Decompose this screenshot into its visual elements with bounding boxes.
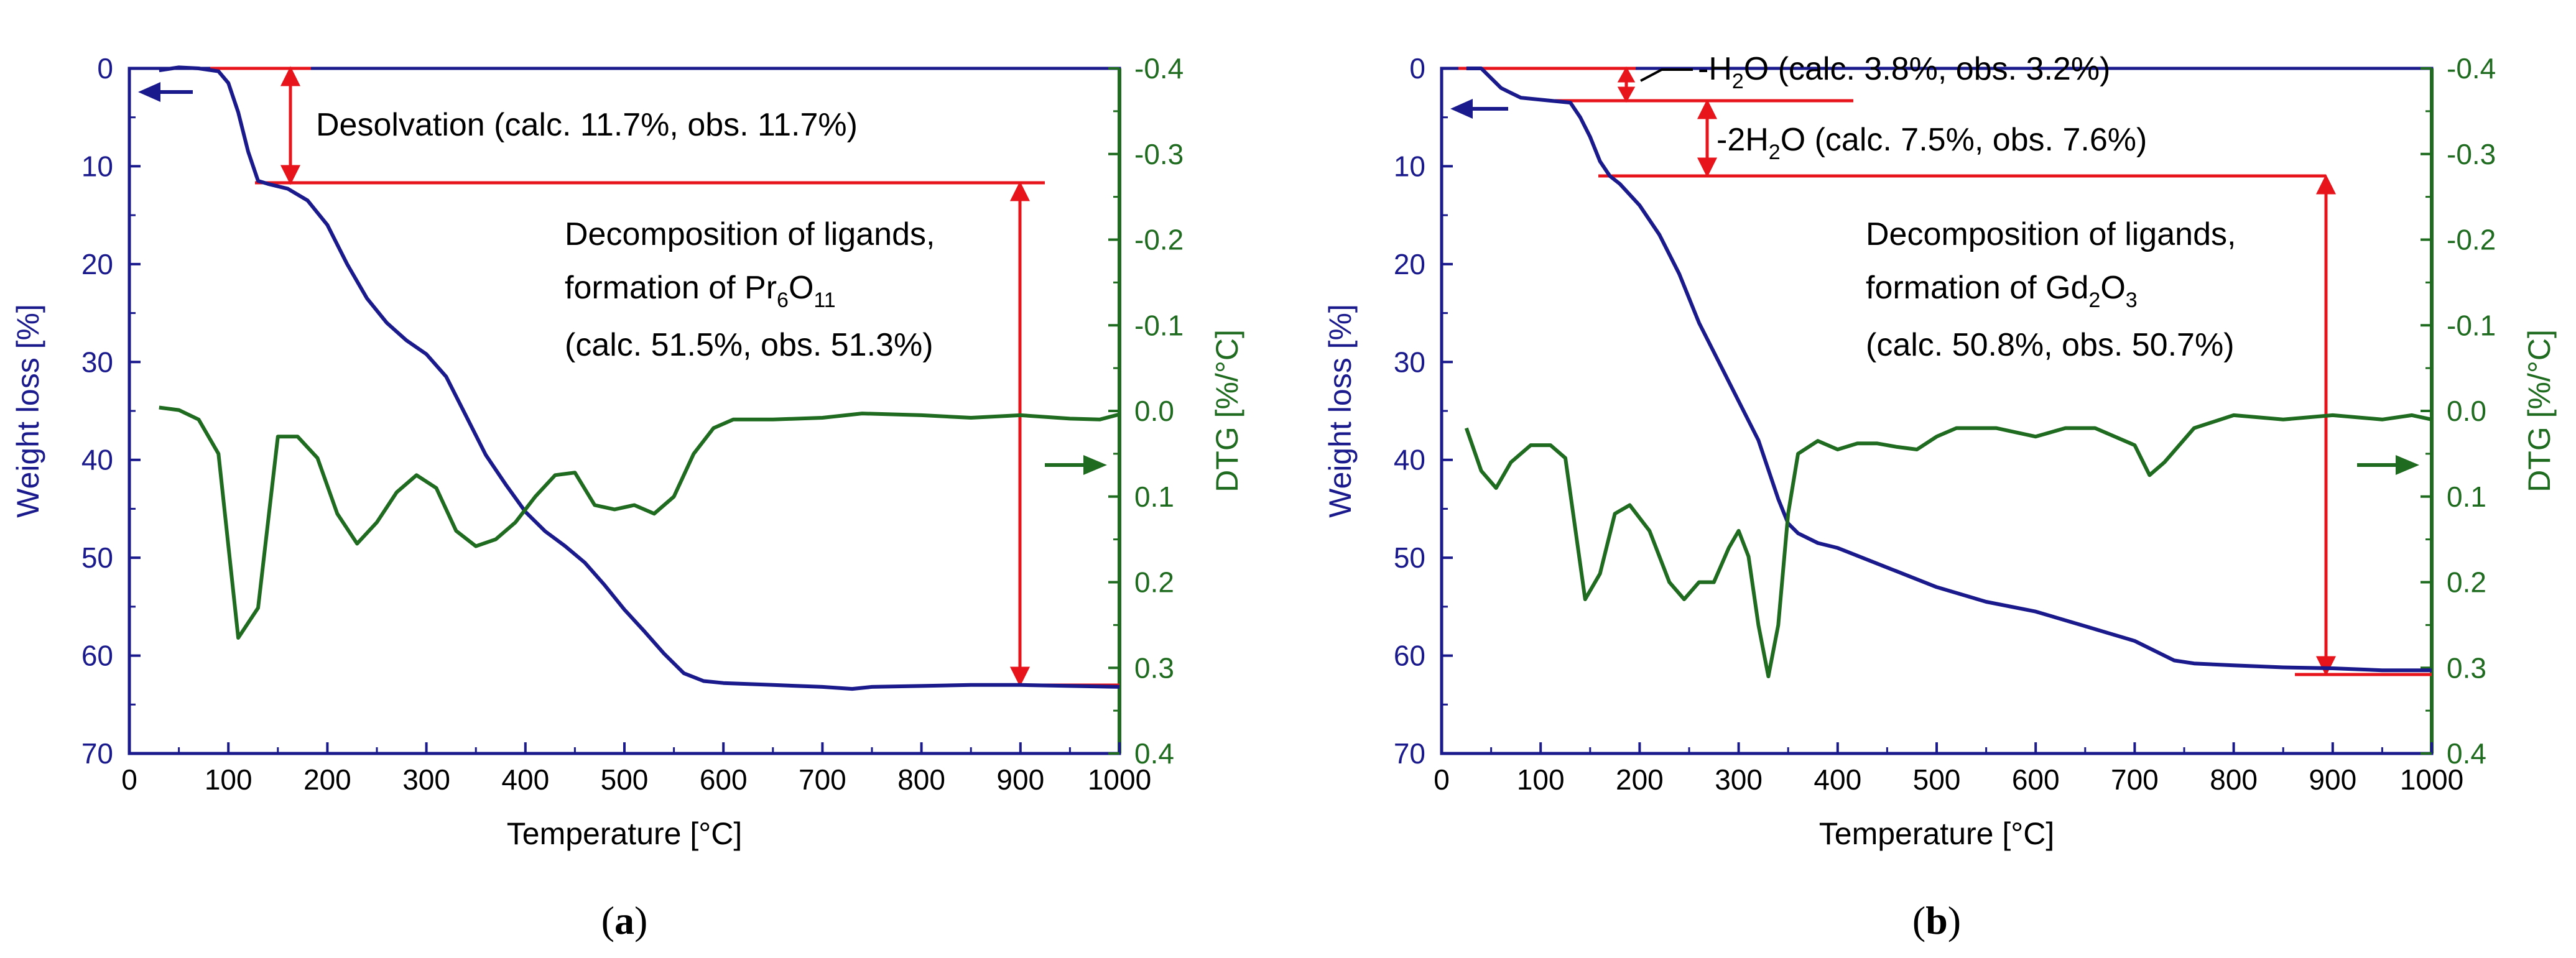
annotation-desolvation-a: Desolvation (calc. 11.7%, obs. 11.7%) — [316, 107, 858, 143]
tg-curve-b — [1466, 67, 2432, 673]
plot-frame-b — [1440, 67, 2434, 755]
y-left-tick-label: 70 — [81, 737, 113, 770]
annotation-2h2o-b: -2H2O (calc. 7.5%, obs. 7.6%) — [1717, 122, 2147, 164]
x-tick-label: 200 — [1616, 763, 1664, 796]
annotation-decomposition-line3-a: (calc. 51.5%, obs. 51.3%) — [565, 327, 934, 363]
y-left-tick-label: 10 — [81, 150, 113, 182]
y-right-tick-label: 0.3 — [1134, 652, 1174, 684]
y-left-tick-label: 30 — [1394, 346, 1425, 378]
panel-label-a: (a) — [601, 898, 648, 942]
y-right-ticks-b: -0.4 -0.3 -0.2 -0.1 0.0 0.1 0.2 0.3 0.4 — [2421, 52, 2496, 770]
y-right-axis-title-a: DTG [%/°C] — [1210, 329, 1244, 492]
x-ticks-b: 0 100 200 300 400 500 600 700 800 900 1000 — [1434, 742, 2463, 796]
annotation-decomposition-line2-a: formation of Pr6O11 — [565, 270, 836, 312]
x-tick-label: 600 — [700, 763, 748, 796]
y-right-tick-label: -0.1 — [1134, 309, 1184, 341]
x-ticks-a: 0 100 200 300 400 500 600 700 800 900 1000 — [121, 742, 1151, 796]
x-tick-label: 900 — [2309, 763, 2356, 796]
dtg-axis-arrow-a — [1045, 455, 1107, 475]
y-left-tick-label: 20 — [1394, 248, 1425, 280]
x-tick-label: 600 — [2012, 763, 2060, 796]
x-tick-label: 100 — [1517, 763, 1565, 796]
annotation-decomposition-line2-b: formation of Gd2O3 — [1866, 270, 2138, 312]
x-tick-label: 1000 — [1088, 763, 1151, 796]
x-tick-label: 500 — [1913, 763, 1961, 796]
y-right-tick-label: 0.3 — [2447, 652, 2486, 684]
x-tick-label: 800 — [897, 763, 945, 796]
annotation-decomposition-line1-a: Decomposition of ligands, — [565, 216, 935, 252]
y-left-tick-label: 60 — [1394, 640, 1425, 672]
annotation-lines-a — [210, 66, 1119, 687]
y-right-tick-label: -0.1 — [2447, 309, 2496, 341]
y-right-ticks-a: -0.4 -0.3 -0.2 -0.1 0.0 0.1 0.2 0.3 0.4 — [1108, 52, 1184, 770]
x-tick-label: 1000 — [2400, 763, 2463, 796]
y-right-tick-label: 0.1 — [1134, 481, 1174, 513]
y-left-ticks-a: 0 10 20 30 40 50 60 70 — [81, 52, 141, 770]
y-left-tick-label: 30 — [81, 346, 113, 378]
y-right-tick-label: 0.2 — [2447, 566, 2486, 599]
dtg-axis-arrow-b — [2357, 455, 2419, 475]
panel-label-b: (b) — [1912, 898, 1961, 942]
panel-a: 0 100 200 300 400 500 600 700 800 900 1000 0 10 20 30… — [11, 52, 1244, 942]
x-tick-label: 700 — [799, 763, 846, 796]
x-tick-label: 300 — [402, 763, 450, 796]
annotation-lines-b — [1458, 66, 2432, 676]
y-right-tick-label: 0.0 — [1134, 395, 1174, 427]
y-right-tick-label: -0.4 — [2447, 52, 2496, 85]
dtg-curve-a — [159, 405, 1120, 640]
tg-axis-arrow-b — [1450, 99, 1508, 119]
tg-curve-a — [159, 65, 1120, 691]
y-left-tick-label: 40 — [1394, 444, 1425, 476]
x-tick-label: 400 — [501, 763, 549, 796]
x-axis-title-a: Temperature [°C] — [507, 816, 742, 851]
x-tick-label: 300 — [1715, 763, 1763, 796]
plot-frame-a — [127, 67, 1121, 755]
y-right-tick-label: 0.4 — [2447, 737, 2486, 770]
y-right-axis-title-b: DTG [%/°C] — [2522, 329, 2557, 492]
leader-line-h2o-b — [1640, 68, 1693, 82]
annotation-h2o-b: -H2O (calc. 3.8%, obs. 3.2%) — [1698, 51, 2110, 93]
y-right-tick-label: 0.2 — [1134, 566, 1174, 599]
y-left-tick-label: 20 — [81, 248, 113, 280]
x-tick-label: 0 — [121, 763, 137, 796]
tg-axis-arrow-a — [138, 82, 193, 102]
y-left-tick-label: 0 — [97, 52, 113, 85]
y-left-tick-label: 50 — [1394, 541, 1425, 574]
x-tick-label: 500 — [601, 763, 649, 796]
y-right-tick-label: -0.2 — [2447, 224, 2496, 256]
y-left-tick-label: 0 — [1409, 52, 1425, 85]
x-tick-label: 700 — [2111, 763, 2159, 796]
y-right-tick-label: -0.3 — [2447, 138, 2496, 170]
x-tick-label: 900 — [996, 763, 1044, 796]
y-right-tick-label: 0.0 — [2447, 395, 2486, 427]
y-left-tick-label: 40 — [81, 444, 113, 476]
y-left-tick-label: 60 — [81, 640, 113, 672]
x-axis-title-b: Temperature [°C] — [1819, 816, 2054, 851]
x-tick-label: 400 — [1814, 763, 1861, 796]
y-right-tick-label: -0.4 — [1134, 52, 1184, 85]
y-left-ticks-b: 0 10 20 30 40 50 60 70 — [1394, 52, 1453, 770]
y-right-tick-label: -0.3 — [1134, 138, 1184, 170]
dtg-curve-b — [1464, 413, 2432, 678]
annotation-decomposition-line1-b: Decomposition of ligands, — [1866, 216, 2236, 252]
y-right-tick-label: -0.2 — [1134, 224, 1184, 256]
y-left-tick-label: 10 — [1394, 150, 1425, 182]
x-tick-label: 200 — [303, 763, 351, 796]
annotation-decomposition-line3-b: (calc. 50.8%, obs. 50.7%) — [1866, 327, 2235, 363]
panel-b: 0 100 200 300 400 500 600 700 800 900 1000 0 10 20 30… — [1323, 51, 2557, 942]
y-left-tick-label: 50 — [81, 541, 113, 574]
x-tick-label: 0 — [1434, 763, 1450, 796]
y-left-tick-label: 70 — [1394, 737, 1425, 770]
y-right-tick-label: 0.1 — [2447, 481, 2486, 513]
x-tick-label: 100 — [205, 763, 253, 796]
y-left-axis-title-a: Weight loss [%] — [11, 304, 45, 518]
y-left-axis-title-b: Weight loss [%] — [1323, 304, 1358, 518]
x-tick-label: 800 — [2210, 763, 2258, 796]
y-right-tick-label: 0.4 — [1134, 737, 1174, 770]
